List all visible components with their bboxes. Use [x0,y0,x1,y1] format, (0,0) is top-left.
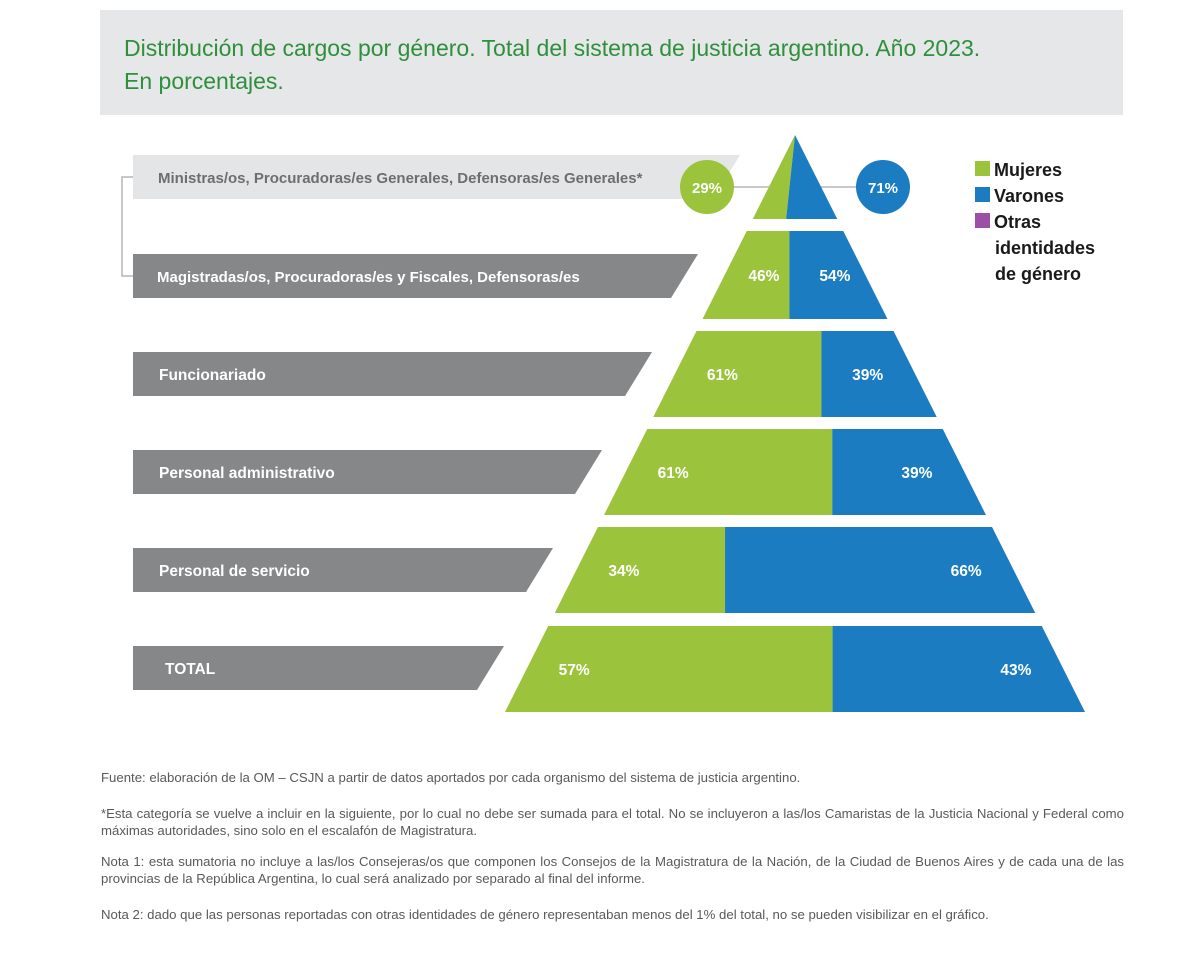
category-label: TOTAL [165,661,215,678]
category-label: Funcionariado [159,367,266,384]
category-band [133,646,504,690]
varones-value: 43% [1000,662,1031,679]
bracket-line [121,176,133,277]
varones-bubble [856,160,910,214]
category-band [133,352,652,396]
mujeres-segment [505,626,833,712]
category-band [133,254,698,298]
asterisk-note: *Esta categoría se vuelve a incluir en l… [101,806,1124,838]
mujeres-value: 57% [559,662,590,679]
title-line-1: Distribución de cargos por género. Total… [124,35,981,61]
title-line-2: En porcentajes. [124,68,284,94]
legend-swatch [975,187,990,202]
varones-value: 66% [951,563,982,580]
mujeres-value: 61% [658,465,689,482]
varones-segment [832,429,986,515]
legend-label: identidades [995,238,1095,258]
title-box: Distribución de cargos por género. Total… [100,10,1123,115]
legend-label: Mujeres [994,160,1062,180]
varones-value: 71% [868,180,898,197]
source-note: Fuente: elaboración de la OM – CSJN a pa… [101,770,801,785]
mujeres-bubble [680,160,734,214]
legend-swatch [975,213,990,228]
mujeres-value: 61% [707,367,738,384]
mujeres-segment [554,527,726,613]
category-label: Personal de servicio [159,563,310,580]
category-label: Ministras/os, Procuradoras/es Generales,… [158,170,643,187]
note-2: Nota 2: dado que las personas reportadas… [101,907,989,922]
mujeres-segment [604,429,833,515]
legend-label: Varones [994,186,1064,206]
category-label: Personal administrativo [159,465,335,482]
pyramid-chart: Ministras/os, Procuradoras/es Generales,… [121,135,1095,712]
category-band [133,548,553,592]
legend-label: Otras [994,212,1041,232]
varones-segment [821,331,937,417]
mujeres-segment [702,231,790,319]
mujeres-value: 34% [608,563,639,580]
mujeres-segment [653,331,822,417]
category-band [133,450,602,494]
mujeres-value: 29% [692,180,722,197]
legend-label: de género [995,264,1081,284]
note-1: Nota 1: esta sumatoria no incluye a las/… [101,854,1124,886]
chart-title: Distribución de cargos por género. Total… [124,32,980,98]
varones-value: 39% [852,367,883,384]
varones-segment [786,135,838,219]
mujeres-value: 46% [748,268,779,285]
varones-segment [832,626,1085,712]
mujeres-segment [752,135,795,219]
varones-value: 39% [901,465,932,482]
varones-value: 54% [819,268,850,285]
legend-swatch [975,161,990,176]
varones-segment [789,231,888,319]
varones-segment [725,527,1036,613]
category-band [133,155,740,199]
category-label: Magistradas/os, Procuradoras/es y Fiscal… [157,269,580,286]
